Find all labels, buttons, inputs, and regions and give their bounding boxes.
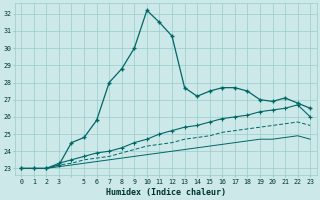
X-axis label: Humidex (Indice chaleur): Humidex (Indice chaleur) [106,188,226,197]
